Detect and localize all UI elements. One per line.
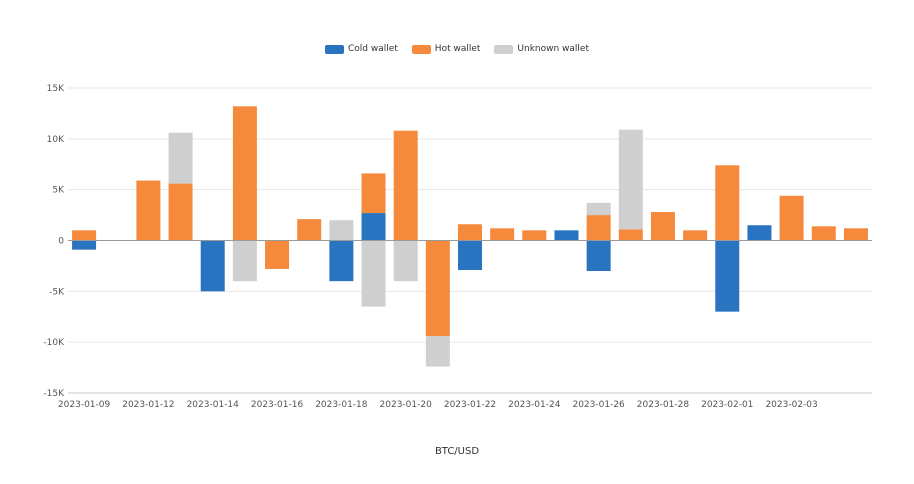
legend-label-cold: Cold wallet bbox=[347, 44, 398, 54]
y-tick-label: -15K bbox=[43, 389, 65, 399]
bar[interactable] bbox=[458, 224, 482, 241]
legend-swatch-cold bbox=[324, 44, 344, 54]
bar[interactable] bbox=[297, 219, 322, 241]
bar[interactable] bbox=[586, 240, 611, 272]
x-tick-label: 2023-01-22 bbox=[444, 400, 496, 410]
bar[interactable] bbox=[843, 228, 868, 241]
bar[interactable] bbox=[168, 132, 193, 184]
bar[interactable] bbox=[200, 240, 225, 292]
bar[interactable] bbox=[361, 173, 386, 214]
legend: Cold wallet Hot wallet Unknown wallet bbox=[0, 44, 914, 54]
bar[interactable] bbox=[683, 230, 708, 241]
bar[interactable] bbox=[811, 226, 836, 241]
x-tick-label: 2023-02-01 bbox=[701, 400, 753, 410]
bar[interactable] bbox=[72, 230, 97, 241]
bar[interactable] bbox=[168, 183, 193, 241]
x-tick-label: 2023-01-18 bbox=[315, 400, 368, 410]
bar[interactable] bbox=[618, 129, 643, 230]
legend-item-unknown[interactable]: Unknown wallet bbox=[494, 44, 589, 54]
bar[interactable] bbox=[522, 230, 547, 241]
bar[interactable] bbox=[425, 240, 450, 337]
x-tick-label: 2023-01-20 bbox=[380, 400, 433, 410]
bar[interactable] bbox=[72, 240, 97, 250]
bar[interactable] bbox=[650, 212, 675, 241]
bar[interactable] bbox=[393, 130, 418, 241]
x-tick-label: 2023-02-03 bbox=[765, 400, 817, 410]
bar[interactable] bbox=[232, 106, 257, 241]
bar[interactable] bbox=[425, 336, 450, 367]
y-tick-label: 15K bbox=[47, 84, 65, 94]
legend-item-cold[interactable]: Cold wallet bbox=[324, 44, 398, 54]
legend-label-unknown: Unknown wallet bbox=[517, 44, 589, 54]
legend-swatch-hot bbox=[411, 44, 431, 54]
bar[interactable] bbox=[265, 240, 290, 269]
legend-swatch-unknown bbox=[494, 44, 514, 54]
bar[interactable] bbox=[232, 240, 257, 282]
y-tick-label: 5K bbox=[52, 186, 65, 196]
bar[interactable] bbox=[715, 240, 740, 312]
bar[interactable] bbox=[329, 220, 354, 241]
y-tick-label: 10K bbox=[47, 135, 65, 145]
bar[interactable] bbox=[586, 202, 611, 216]
bar[interactable] bbox=[779, 195, 804, 241]
bar[interactable] bbox=[554, 230, 579, 241]
bar[interactable] bbox=[586, 215, 611, 241]
x-tick-label: 2023-01-14 bbox=[187, 400, 240, 410]
x-tick-label: 2023-01-26 bbox=[572, 400, 625, 410]
bar[interactable] bbox=[393, 240, 418, 282]
legend-item-hot[interactable]: Hot wallet bbox=[411, 44, 481, 54]
bar[interactable] bbox=[458, 240, 482, 270]
bar[interactable] bbox=[329, 240, 354, 282]
x-tick-label: 2023-01-12 bbox=[122, 400, 174, 410]
bar[interactable] bbox=[361, 240, 386, 307]
bar[interactable] bbox=[490, 228, 515, 241]
bar[interactable] bbox=[747, 225, 772, 241]
x-tick-label: 2023-01-24 bbox=[508, 400, 561, 410]
x-tick-label: 2023-01-16 bbox=[251, 400, 304, 410]
bar[interactable] bbox=[361, 213, 386, 241]
bar[interactable] bbox=[715, 165, 740, 241]
legend-label-hot: Hot wallet bbox=[434, 44, 481, 54]
y-tick-label: -10K bbox=[43, 338, 65, 348]
x-tick-label: 2023-01-28 bbox=[637, 400, 690, 410]
y-tick-label: -5K bbox=[49, 287, 65, 297]
bar[interactable] bbox=[618, 229, 643, 241]
x-axis-title: BTC/USD bbox=[434, 446, 480, 457]
x-tick-label: 2023-01-09 bbox=[58, 400, 111, 410]
bar[interactable] bbox=[136, 180, 161, 241]
y-tick-label: 0 bbox=[58, 237, 64, 247]
